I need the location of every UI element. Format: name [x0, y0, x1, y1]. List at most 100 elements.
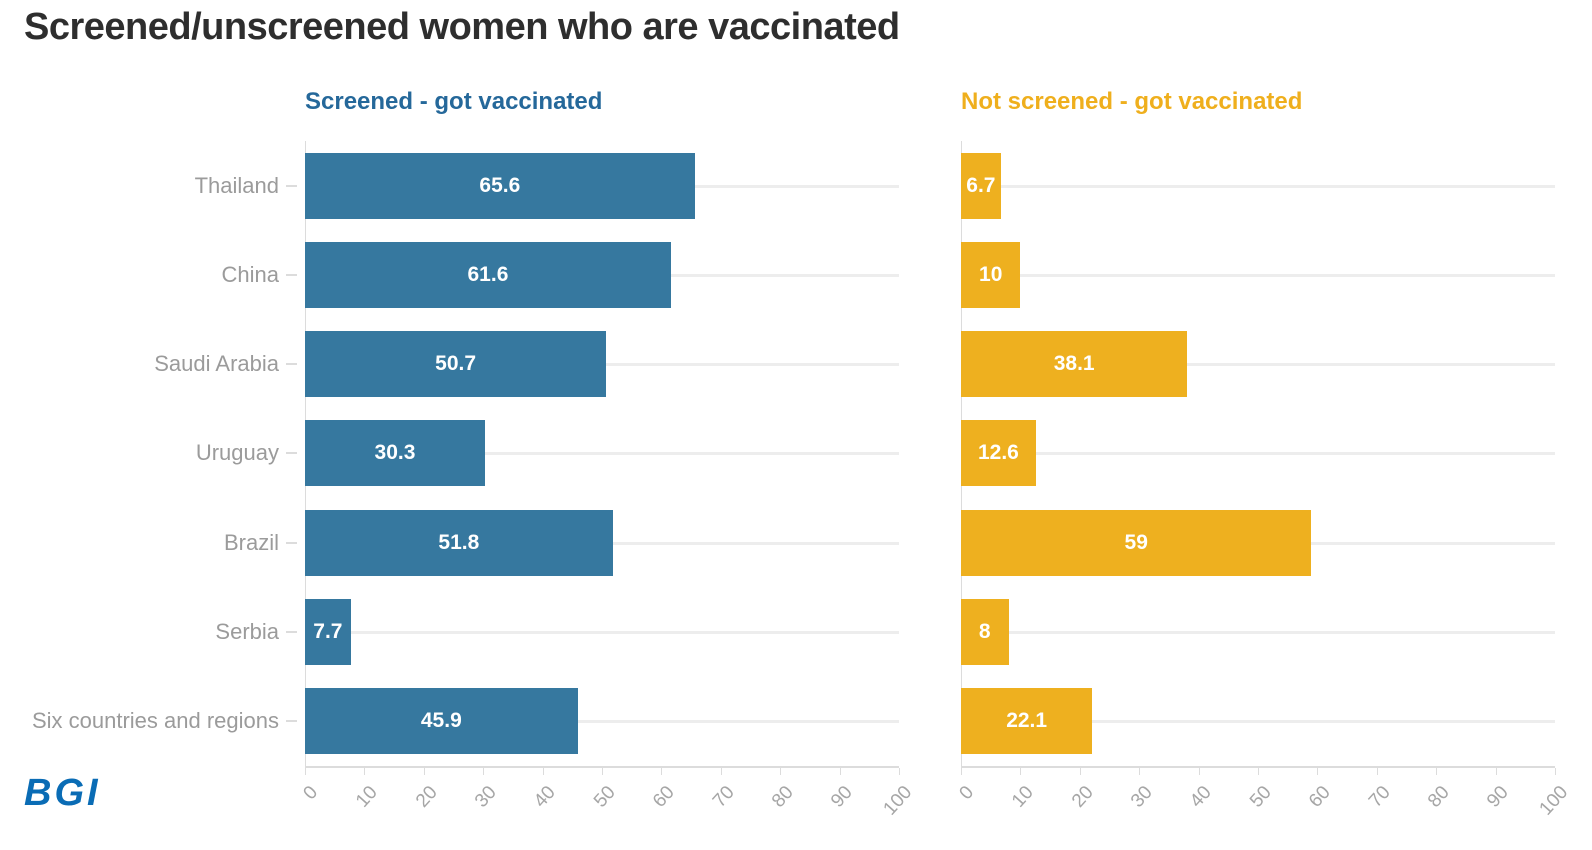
axis-tick-mark	[1317, 768, 1319, 775]
bar: 38.1	[961, 331, 1188, 398]
axis-tick-label: 60	[1305, 782, 1335, 812]
axis-tick-label: 30	[1127, 782, 1157, 812]
axis-tick-mark	[305, 768, 306, 775]
category-tick	[286, 363, 297, 366]
bar-value-label: 59	[1124, 530, 1148, 554]
axis-tick-label: 50	[1245, 782, 1276, 812]
bar-value-label: 7.7	[313, 620, 343, 644]
plot-screened: 65.6 61.6 50.7 30.3 51.8 7.7 45.9	[305, 141, 899, 766]
chart-row: 22.1	[961, 677, 1555, 766]
chart-row: 45.9	[305, 677, 899, 766]
chart-row: 65.6	[305, 141, 899, 230]
category-tick	[286, 452, 297, 455]
axis-tick-mark	[1495, 768, 1497, 775]
axis-tick-label: 80	[768, 782, 798, 812]
axis-tick-mark	[542, 768, 544, 775]
bar-value-label: 6.7	[966, 173, 996, 197]
x-axis-right: 0 10 20 30 40 50 60 70 80 90 100	[956, 766, 1573, 850]
category-label: China	[221, 261, 279, 287]
bar: 61.6	[305, 241, 671, 308]
category-row: China	[0, 230, 297, 319]
axis-tick-label: 100	[879, 782, 917, 820]
axis-tick-label: 40	[1186, 782, 1217, 812]
axis-tick-label: 40	[530, 782, 561, 812]
axis-baseline	[305, 766, 899, 768]
bar-value-label: 50.7	[435, 352, 477, 376]
category-tick	[286, 184, 297, 187]
row-gridline	[305, 720, 899, 724]
bar-value-label: 51.8	[438, 530, 480, 554]
axis-tick-mark	[1555, 768, 1556, 775]
axis-tick-mark	[602, 768, 603, 775]
category-tick	[286, 720, 297, 723]
category-label: Saudi Arabia	[154, 351, 279, 377]
axis-tick-mark	[1436, 768, 1438, 775]
axis-tick-label: 50	[589, 782, 620, 812]
category-tick	[286, 631, 297, 634]
row-gridline	[961, 273, 1555, 277]
bar-value-label: 45.9	[420, 709, 462, 733]
bar: 7.7	[305, 599, 351, 666]
category-row: Brazil	[0, 498, 297, 587]
axis-tick-mark	[961, 768, 962, 775]
axis-tick-label: 30	[471, 782, 501, 812]
bar-value-label: 38.1	[1053, 352, 1095, 376]
chart-row: 12.6	[961, 409, 1555, 498]
chart-row: 8	[961, 587, 1555, 676]
category-row: Six countries and regions	[0, 677, 297, 766]
bar-value-label: 12.6	[977, 441, 1019, 465]
category-label: Uruguay	[195, 440, 279, 466]
axis-tick-mark	[1020, 768, 1022, 775]
category-label: Brazil	[223, 529, 279, 555]
axis-tick-mark	[780, 768, 782, 775]
category-label: Serbia	[215, 619, 279, 645]
plot-not-screened: 6.7 10 38.1 12.6 59 8 22.1	[961, 141, 1555, 766]
axis-tick-mark	[899, 768, 900, 775]
category-row: Serbia	[0, 587, 297, 676]
bar-value-label: 30.3	[374, 441, 416, 465]
category-tick	[286, 541, 297, 544]
bar: 22.1	[961, 688, 1093, 755]
axis-tick-mark	[423, 768, 425, 775]
row-gridline	[961, 184, 1555, 188]
row-gridline	[961, 631, 1555, 635]
axis-tick-mark	[1376, 768, 1378, 775]
bar-value-label: 65.6	[479, 173, 521, 197]
axis-tick-mark	[364, 768, 366, 775]
category-label: Thailand	[194, 172, 279, 198]
axis-tick-label: 10	[1008, 782, 1038, 812]
category-row: Uruguay	[0, 409, 297, 498]
bgi-logo: BGI	[24, 772, 101, 814]
row-gridline	[961, 452, 1555, 456]
bar: 50.7	[305, 331, 607, 398]
chart-row: 38.1	[961, 320, 1555, 409]
chart-row: 50.7	[305, 320, 899, 409]
bar-value-label: 8	[978, 620, 991, 644]
category-label-column: Thailand China Saudi Arabia Uruguay Brazil Se…	[0, 141, 297, 766]
axis-tick-label: 20	[1067, 782, 1098, 812]
bar: 51.8	[305, 509, 613, 576]
axis-tick-label: 90	[827, 782, 858, 812]
category-tick	[286, 273, 297, 276]
bar: 59	[961, 509, 1312, 576]
axis-baseline	[961, 766, 1555, 768]
series-header-screened: Screened - got vaccinated	[305, 88, 603, 115]
axis-tick-label: 90	[1483, 782, 1514, 812]
chart-row: 51.8	[305, 498, 899, 587]
axis-tick-mark	[1079, 768, 1081, 775]
axis-tick-label: 60	[649, 782, 679, 812]
row-gridline	[305, 631, 899, 635]
category-row: Saudi Arabia	[0, 320, 297, 409]
axis-tick-label: 20	[411, 782, 442, 812]
bar: 10	[961, 241, 1021, 308]
axis-tick-mark	[1258, 768, 1259, 775]
category-label: Six countries and regions	[31, 708, 279, 734]
chart-row: 30.3	[305, 409, 899, 498]
chart-row: 61.6	[305, 230, 899, 319]
axis-tick-mark	[720, 768, 722, 775]
axis-tick-mark	[661, 768, 663, 775]
page-title: Screened/unscreened women who are vaccin…	[24, 6, 900, 48]
chart-row: 7.7	[305, 587, 899, 676]
axis-tick-label: 0	[955, 782, 979, 804]
